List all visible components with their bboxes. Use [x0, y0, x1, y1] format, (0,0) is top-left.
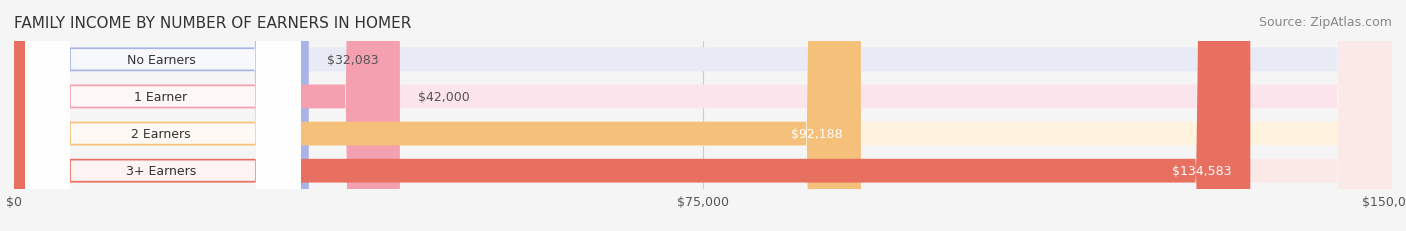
FancyBboxPatch shape: [14, 0, 1392, 231]
FancyBboxPatch shape: [25, 0, 301, 231]
Text: $92,188: $92,188: [792, 128, 842, 140]
Text: $42,000: $42,000: [418, 91, 470, 103]
FancyBboxPatch shape: [14, 0, 1392, 231]
FancyBboxPatch shape: [25, 0, 301, 231]
Text: $134,583: $134,583: [1173, 164, 1232, 177]
Text: No Earners: No Earners: [127, 54, 195, 67]
FancyBboxPatch shape: [14, 0, 1250, 231]
FancyBboxPatch shape: [14, 0, 309, 231]
FancyBboxPatch shape: [14, 0, 1392, 231]
FancyBboxPatch shape: [25, 0, 301, 231]
Text: 1 Earner: 1 Earner: [135, 91, 187, 103]
Text: 3+ Earners: 3+ Earners: [127, 164, 197, 177]
FancyBboxPatch shape: [14, 0, 860, 231]
FancyBboxPatch shape: [14, 0, 1392, 231]
Text: Source: ZipAtlas.com: Source: ZipAtlas.com: [1258, 16, 1392, 29]
Text: $32,083: $32,083: [328, 54, 378, 67]
Text: 2 Earners: 2 Earners: [131, 128, 191, 140]
Text: FAMILY INCOME BY NUMBER OF EARNERS IN HOMER: FAMILY INCOME BY NUMBER OF EARNERS IN HO…: [14, 16, 412, 31]
FancyBboxPatch shape: [25, 0, 301, 231]
FancyBboxPatch shape: [14, 0, 399, 231]
